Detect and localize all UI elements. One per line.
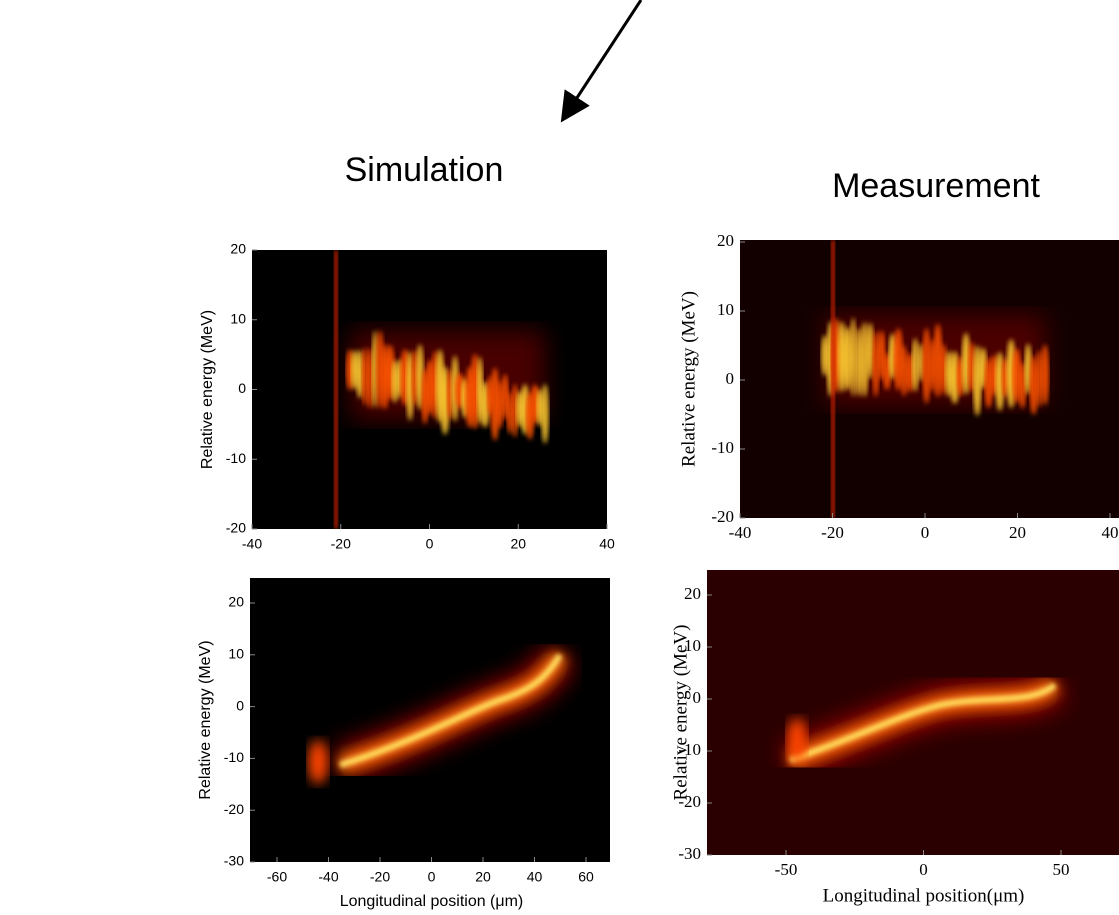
y-tick-label: -20 xyxy=(678,792,701,811)
heading: Simulation xyxy=(345,151,504,189)
x-tick-label: 40 xyxy=(599,536,615,552)
x-tick-label: 0 xyxy=(426,536,434,552)
y-tick-label: 10 xyxy=(230,310,246,326)
x-tick-label: 40 xyxy=(527,869,543,885)
blob xyxy=(506,391,514,435)
y-tick-label: 20 xyxy=(228,594,244,610)
x-tick-label: 50 xyxy=(1053,860,1070,879)
y-tick-label: -20 xyxy=(226,520,246,536)
blob xyxy=(1036,349,1043,408)
head xyxy=(787,718,807,762)
blob xyxy=(917,343,924,382)
blob xyxy=(1018,361,1027,409)
head xyxy=(308,740,328,784)
blob xyxy=(1040,344,1050,406)
y-tick-label: 10 xyxy=(684,636,701,655)
x-tick-label: -60 xyxy=(267,869,287,885)
blob xyxy=(860,322,869,397)
heatmap xyxy=(784,670,1066,777)
y-tick-label: 20 xyxy=(684,584,701,603)
heatmap xyxy=(334,250,549,529)
y-tick-label: 0 xyxy=(238,380,246,396)
y-axis-label: Relative energy (MeV) xyxy=(197,640,214,799)
y-tick-label: 0 xyxy=(693,688,702,707)
blob xyxy=(842,326,853,391)
x-tick-label: 0 xyxy=(921,523,930,542)
x-tick-label: -20 xyxy=(370,869,390,885)
y-tick-label: 0 xyxy=(726,369,735,388)
y-tick-label: 10 xyxy=(717,300,734,319)
x-axis-label: Longitudinal position(μm) xyxy=(823,885,1025,906)
x-tick-label: 20 xyxy=(475,869,491,885)
x-tick-label: 40 xyxy=(1102,523,1119,542)
blob xyxy=(371,330,379,408)
streak xyxy=(831,240,835,518)
x-tick-label: -20 xyxy=(331,536,351,552)
streak xyxy=(334,250,338,529)
blob xyxy=(995,351,1005,411)
blob xyxy=(490,367,500,441)
y-tick-label: -30 xyxy=(224,853,244,869)
x-tick-label: -20 xyxy=(821,523,844,542)
blob xyxy=(900,345,908,397)
y-tick-label: 0 xyxy=(236,697,244,713)
blob xyxy=(451,355,459,422)
y-tick-label: -10 xyxy=(226,450,246,466)
x-tick-label: 60 xyxy=(578,869,594,885)
y-tick-label: 10 xyxy=(228,646,244,662)
y-tick-label: -10 xyxy=(711,438,734,457)
x-tick-label: 0 xyxy=(919,860,928,879)
band-hot xyxy=(789,682,1057,763)
plot-panel: -60 -40 -20 0 20 40 60 20 10 0 -10 -20 -30 Relative e… xyxy=(197,578,610,910)
y-axis-label: Relative energy (MeV) xyxy=(199,310,216,469)
x-tick-label: 0 xyxy=(428,869,436,885)
x-tick-label: 20 xyxy=(1009,523,1026,542)
blob xyxy=(949,351,960,404)
y-tick-label: 20 xyxy=(230,241,246,257)
y-tick-label: -10 xyxy=(678,740,701,759)
blob xyxy=(511,383,519,438)
blob xyxy=(905,352,914,393)
heatmap xyxy=(821,240,1050,518)
band-hot xyxy=(339,653,563,768)
blob xyxy=(855,327,863,397)
blob xyxy=(922,327,931,404)
blob xyxy=(1029,355,1038,415)
x-tick-label: -50 xyxy=(775,860,798,879)
blob xyxy=(366,347,374,409)
y-tick-label: -20 xyxy=(711,507,734,526)
y-axis-label: Relative energy (MeV) xyxy=(670,625,691,801)
blob xyxy=(541,383,549,444)
x-tick-label: -40 xyxy=(242,536,262,552)
blob xyxy=(961,332,971,395)
blob xyxy=(356,349,364,399)
heading: Measurement xyxy=(832,167,1040,205)
blob xyxy=(361,347,369,406)
blob xyxy=(911,338,919,392)
x-tick-label: -40 xyxy=(318,869,338,885)
y-tick-label: -30 xyxy=(678,844,701,863)
blob xyxy=(872,331,880,397)
blob xyxy=(933,323,943,398)
blob xyxy=(866,322,874,380)
x-tick-label: -40 xyxy=(729,523,752,542)
y-tick-label: -20 xyxy=(224,801,244,817)
x-axis-label: Longitudinal position (μm) xyxy=(340,893,524,910)
heatmap xyxy=(308,645,575,784)
y-tick-label: -10 xyxy=(224,749,244,765)
x-tick-label: 20 xyxy=(510,536,526,552)
y-axis-label: Relative energy (MeV) xyxy=(678,291,699,467)
blob xyxy=(850,317,857,397)
plot-panel: -50 0 50 20 10 0 -10 -20 -30 Relative energy (MeV… xyxy=(670,570,1119,906)
blob xyxy=(939,343,948,395)
y-tick-label: 20 xyxy=(717,231,734,250)
arrow xyxy=(560,0,643,123)
